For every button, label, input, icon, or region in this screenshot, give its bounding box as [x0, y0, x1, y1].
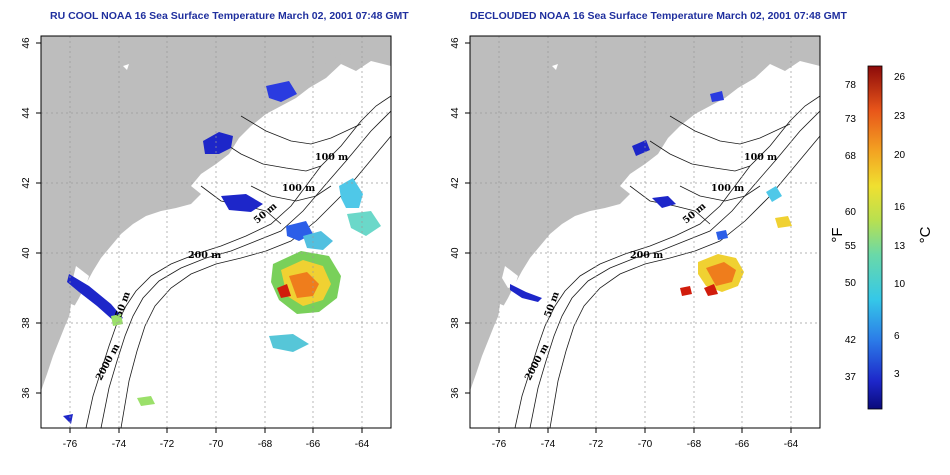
lat-tick-labels: 36 38 40 42 44 46: [450, 37, 461, 399]
svg-text:44: 44: [450, 107, 461, 119]
svg-text:20: 20: [894, 150, 906, 161]
svg-text:6: 6: [894, 331, 900, 342]
svg-text:-66: -66: [306, 439, 321, 450]
fahrenheit-tick-labels: 78 73 68 60 55 50 42 37: [845, 80, 857, 383]
right-map-title: DECLOUDED NOAA 16 Sea Surface Temperatur…: [470, 10, 847, 22]
svg-text:73: 73: [845, 114, 857, 125]
svg-text:37: 37: [845, 372, 857, 383]
svg-text:46: 46: [450, 37, 461, 49]
svg-text:38: 38: [21, 317, 32, 329]
svg-text:68: 68: [845, 151, 857, 162]
svg-text:55: 55: [845, 241, 857, 252]
temperature-colorbar: 78 73 68 60 55 50 42 37 26 23 20 16 13 1…: [829, 60, 940, 420]
longitude-gridlines: [69, 36, 363, 428]
lat-tick-labels: 36 38 40 42 44 46: [21, 37, 32, 399]
svg-text:26: 26: [894, 72, 906, 83]
svg-text:100 m: 100 m: [315, 152, 348, 163]
celsius-tick-labels: 26 23 20 16 13 10 6 3: [894, 72, 906, 380]
colorbar-gradient: [867, 65, 883, 410]
lon-tick-marks: [498, 428, 792, 433]
svg-text:-70: -70: [209, 439, 224, 450]
declouded-sst-map[interactable]: 100 m 100 m 50 m 200 m 50 m 2000 m: [450, 35, 821, 450]
lat-tick-marks: [465, 42, 470, 394]
svg-text:3: 3: [894, 369, 900, 380]
svg-text:100 m: 100 m: [282, 183, 315, 194]
svg-text:-64: -64: [784, 439, 799, 450]
svg-text:200 m: 200 m: [630, 250, 663, 261]
svg-text:23: 23: [894, 111, 906, 122]
svg-text:42: 42: [845, 335, 857, 346]
svg-text:50 m: 50 m: [113, 290, 132, 319]
svg-text:200 m: 200 m: [188, 250, 221, 261]
svg-text:40: 40: [21, 247, 32, 259]
lon-tick-labels: -76 -74 -72 -70 -68 -66 -64: [63, 439, 370, 450]
svg-text:50 m: 50 m: [681, 201, 708, 227]
svg-text:78: 78: [845, 80, 857, 91]
svg-text:-76: -76: [492, 439, 507, 450]
lon-tick-marks: [69, 428, 363, 433]
svg-text:-66: -66: [735, 439, 750, 450]
sst-patches: [510, 91, 792, 302]
svg-text:40: 40: [450, 247, 461, 259]
svg-text:50: 50: [845, 278, 857, 289]
lon-tick-labels: -76 -74 -72 -70 -68 -66 -64: [492, 439, 799, 450]
svg-text:-70: -70: [638, 439, 653, 450]
svg-text:36: 36: [450, 387, 461, 399]
raw-sst-map[interactable]: 100 m 100 m 50 m 200 m 50 m 2000 m: [21, 35, 392, 450]
sst-patches: [63, 81, 381, 424]
svg-text:-76: -76: [63, 439, 78, 450]
svg-text:100 m: 100 m: [711, 183, 744, 194]
bathymetry-contours: [85, 95, 391, 428]
svg-text:60: 60: [845, 207, 857, 218]
svg-text:-72: -72: [160, 439, 175, 450]
svg-text:50 m: 50 m: [542, 290, 561, 319]
svg-text:46: 46: [21, 37, 32, 49]
lat-tick-marks: [36, 42, 41, 394]
land-mass: [470, 36, 820, 391]
bathymetry-contours: [514, 95, 820, 428]
fahrenheit-unit-label: °F: [830, 227, 846, 242]
svg-text:16: 16: [894, 202, 906, 213]
svg-text:-72: -72: [589, 439, 604, 450]
svg-text:-64: -64: [355, 439, 370, 450]
longitude-gridlines: [498, 36, 792, 428]
svg-text:-74: -74: [541, 439, 556, 450]
svg-text:100 m: 100 m: [744, 152, 777, 163]
celsius-unit-label: °C: [917, 226, 934, 243]
svg-text:-68: -68: [258, 439, 273, 450]
svg-text:42: 42: [450, 177, 461, 189]
svg-text:44: 44: [21, 107, 32, 119]
svg-text:10: 10: [894, 279, 906, 290]
svg-text:38: 38: [450, 317, 461, 329]
left-map-title: RU COOL NOAA 16 Sea Surface Temperature …: [50, 10, 409, 22]
svg-text:-74: -74: [112, 439, 127, 450]
svg-text:13: 13: [894, 241, 906, 252]
svg-text:42: 42: [21, 177, 32, 189]
svg-text:-68: -68: [687, 439, 702, 450]
svg-text:36: 36: [21, 387, 32, 399]
